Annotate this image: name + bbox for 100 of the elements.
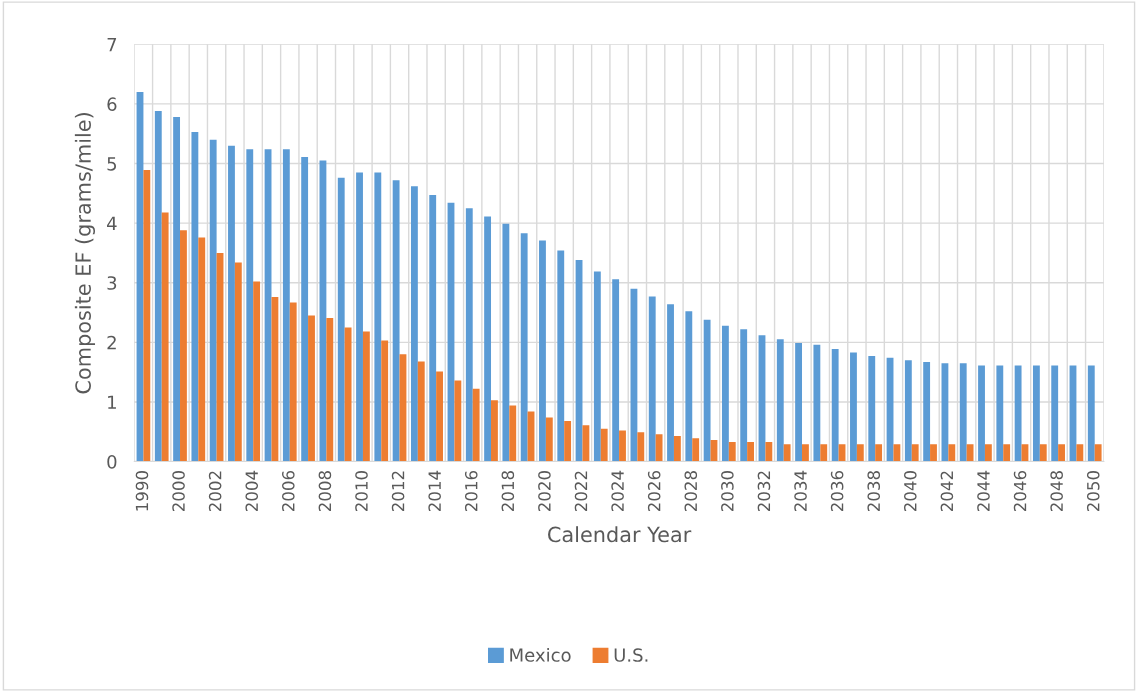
x-tick-label: 2024 [611, 470, 624, 512]
x-tick-label: 2002 [208, 471, 222, 512]
bar [728, 441, 736, 462]
x-tick-label: 2032 [757, 471, 771, 512]
legend-label: Mexico [510, 647, 571, 662]
bar [289, 302, 297, 462]
bar [692, 438, 700, 462]
x-axis-title: Calendar Year [548, 526, 692, 543]
bar [1051, 365, 1059, 462]
x-tick-label: 2036 [830, 470, 844, 512]
y-tick-label: 0 [107, 455, 117, 469]
bar [209, 139, 217, 462]
bar [228, 145, 235, 462]
bar [198, 237, 206, 462]
bar [904, 360, 912, 462]
bar [582, 425, 590, 462]
y-tick-label: 2 [107, 335, 116, 350]
bar [502, 223, 510, 462]
bar [282, 149, 290, 462]
bar [875, 444, 883, 462]
bar [143, 170, 151, 462]
bar [783, 444, 791, 462]
x-tick-label: 2034 [794, 470, 807, 512]
bar [996, 365, 1004, 462]
x-tick-label: 2018 [501, 471, 515, 512]
bar [337, 177, 345, 462]
bar [1014, 365, 1022, 462]
bar [600, 428, 608, 462]
x-tick-label: 2000 [172, 471, 185, 512]
bar [820, 444, 828, 462]
x-tick-label: 2038 [867, 471, 881, 512]
bar [765, 441, 773, 462]
x-tick-label: 2008 [318, 471, 332, 512]
bar [813, 344, 821, 462]
x-tick-label: 2028 [684, 471, 698, 512]
bar [410, 186, 418, 462]
bar [253, 281, 261, 462]
y-tick-label: 3 [107, 276, 117, 290]
bar [776, 339, 784, 462]
y-tick-label: 7 [107, 37, 117, 52]
x-tick-label: 2020 [538, 471, 551, 512]
y-axis-title: Composite EF (grams/mile) [74, 113, 96, 394]
x-tick-label: 2050 [1086, 471, 1100, 512]
bar [978, 365, 985, 462]
bar [436, 371, 443, 462]
bar [685, 311, 693, 462]
bar [850, 352, 857, 462]
bar [984, 444, 992, 462]
x-tick-label: 2046 [1013, 470, 1027, 512]
bar [1032, 365, 1040, 462]
bar [564, 421, 572, 462]
bar [454, 380, 462, 462]
bar [911, 444, 919, 462]
bar [344, 327, 352, 462]
bar [948, 444, 956, 462]
x-tick-label: 2004 [245, 470, 259, 512]
bar [472, 388, 480, 462]
bar [637, 432, 645, 462]
bar [374, 172, 382, 462]
bar [747, 441, 754, 462]
x-tick-label: 2040 [904, 471, 917, 512]
bar [802, 444, 809, 462]
x-tick-label: 2026 [647, 470, 661, 512]
bar [923, 362, 931, 462]
x-tick-label: 2044 [977, 470, 990, 512]
x-tick-label: 2042 [940, 471, 954, 512]
bar [520, 233, 528, 462]
bar [246, 149, 254, 462]
legend-label: U.S. [614, 648, 648, 662]
bar [465, 208, 473, 462]
bar [1087, 365, 1095, 462]
bar [673, 435, 681, 462]
bar [667, 304, 674, 462]
bar [362, 331, 370, 462]
bar [180, 230, 187, 462]
bar [509, 405, 517, 462]
bar [271, 297, 279, 462]
bar [308, 315, 315, 462]
bar [539, 240, 546, 462]
bar [959, 363, 967, 462]
bar [191, 131, 199, 462]
x-tick-label: 2048 [1050, 471, 1063, 512]
bar [429, 195, 437, 462]
bar [1076, 444, 1084, 462]
x-tick-label: 1990 [135, 471, 149, 511]
bar [1058, 444, 1065, 462]
y-tick-label: 1 [108, 395, 116, 409]
bar [491, 400, 498, 462]
bar [484, 216, 492, 462]
bar [703, 319, 711, 462]
bar [545, 417, 553, 462]
bar [234, 262, 242, 462]
x-tick-label: 2012 [391, 471, 405, 512]
x-tick-label: 2006 [282, 470, 295, 512]
bar [966, 444, 974, 462]
bar [619, 430, 626, 462]
bar [856, 444, 864, 462]
bar [593, 271, 601, 462]
bar [831, 348, 839, 462]
bar [392, 180, 400, 462]
